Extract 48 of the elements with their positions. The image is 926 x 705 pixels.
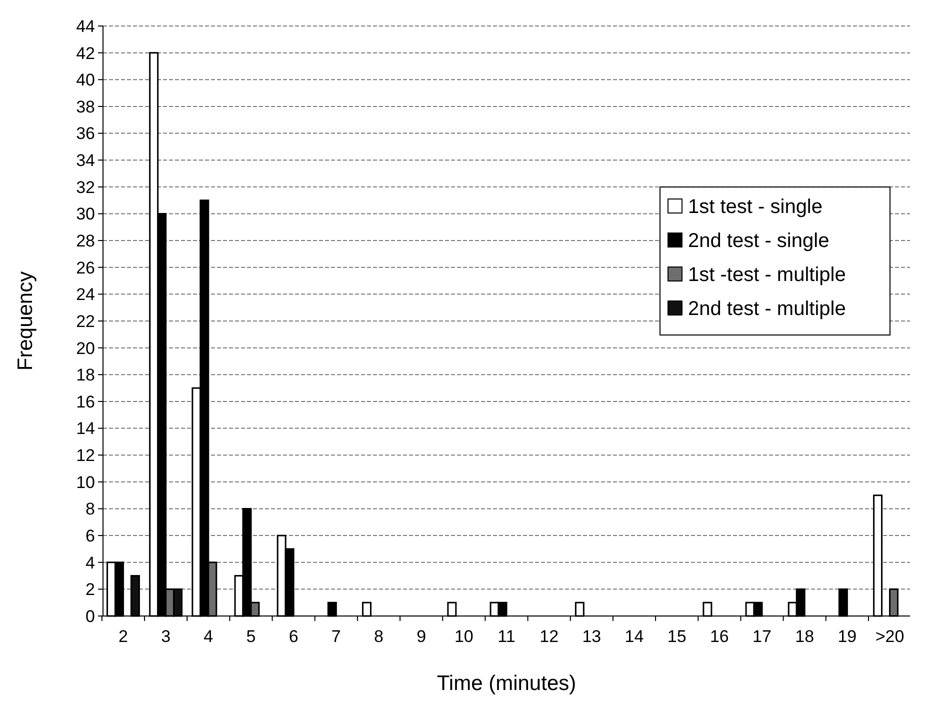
y-tick-label: 16: [76, 392, 95, 412]
y-tick-label: 6: [86, 526, 95, 546]
y-tick-label: 26: [76, 258, 95, 278]
x-tick-label: 11: [498, 627, 516, 646]
x-tick-label: 10: [454, 627, 474, 646]
y-tick-label: 4: [86, 553, 95, 572]
x-tick-label: 15: [667, 627, 686, 646]
y-tick-label: 12: [76, 446, 95, 466]
y-tick-label: 44: [76, 16, 95, 36]
x-tick-label: 17: [752, 627, 772, 646]
x-tick-label: 16: [710, 627, 729, 646]
y-tick-label: 38: [76, 97, 95, 116]
x-tick-label: 14: [624, 627, 644, 646]
x-tick-label: 3: [161, 627, 171, 646]
x-tick-label: 19: [838, 627, 857, 646]
y-tick-label: 20: [76, 338, 95, 358]
legend-label: 1st test - single: [688, 196, 823, 218]
y-tick-label: 22: [76, 312, 95, 331]
y-axis-title: Frequency: [14, 270, 37, 371]
y-tick-label: 14: [76, 419, 95, 438]
y-tick-label: 32: [76, 178, 95, 197]
x-tick-label: 12: [540, 627, 559, 646]
x-tick-label: 2: [118, 627, 128, 646]
x-tick-label: 9: [416, 627, 426, 646]
legend-label: 2nd test - single: [688, 230, 830, 252]
y-tick-label: 42: [76, 44, 95, 63]
x-tick-label: 7: [331, 627, 341, 646]
legend-label: 2nd test - multiple: [688, 298, 846, 320]
y-tick-label: 0: [86, 606, 95, 626]
x-tick-label: >20: [875, 627, 904, 646]
y-tick-label: 34: [76, 151, 95, 170]
y-tick-label: 8: [86, 500, 95, 519]
x-tick-label: 4: [204, 627, 214, 646]
y-tick-label: 18: [76, 366, 95, 385]
legend-label: 1st -test - multiple: [688, 264, 846, 286]
x-tick-label: 5: [246, 627, 256, 646]
y-tick-label: 30: [76, 204, 95, 224]
x-tick-label: 6: [288, 627, 298, 646]
y-tick-label: 28: [76, 231, 95, 250]
y-tick-label: 24: [76, 285, 95, 304]
y-tick-label: 2: [86, 580, 95, 600]
x-tick-label: 13: [582, 627, 602, 646]
x-tick-label: 8: [374, 627, 384, 646]
x-tick-label: 18: [795, 627, 814, 646]
y-tick-label: 36: [76, 124, 95, 144]
y-tick-label: 10: [76, 472, 95, 492]
x-axis-title: Time (minutes): [436, 672, 576, 695]
y-tick-label: 40: [76, 70, 95, 90]
